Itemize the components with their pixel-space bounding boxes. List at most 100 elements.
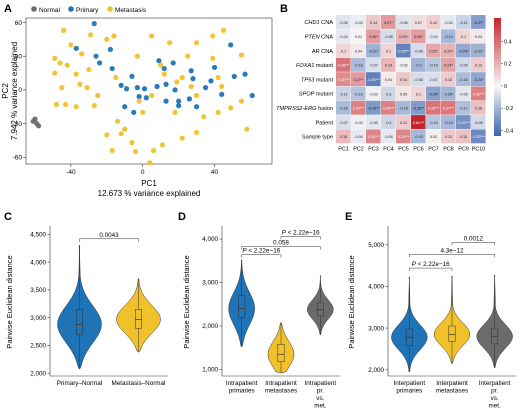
x-category-label: Intrapatient	[265, 380, 297, 387]
heatmap-row-label: Sample type	[302, 135, 333, 141]
scatter-y-tick-label: 60	[15, 20, 23, 27]
heatmap-cell-value: -0.20*	[444, 92, 454, 96]
heatmap-cell	[381, 72, 396, 87]
heatmap-cell-value: -0.17	[459, 107, 467, 111]
comparison-p-value: P < 2.22e−16	[412, 261, 450, 268]
heatmap-row-label: PTEN CNA	[305, 34, 334, 40]
heatmap-cell	[456, 100, 471, 115]
heatmap-cell	[441, 86, 456, 101]
scatter-point-metastasis	[238, 98, 245, 104]
heatmap-cell	[471, 115, 486, 129]
heatmap-cell-value: -0.28**	[413, 107, 425, 111]
scatter-point-metastasis	[134, 53, 140, 59]
scatter-point-normal	[35, 123, 42, 129]
heatmap-cell	[396, 15, 411, 29]
heatmap-row-label: TP53 mutant	[301, 77, 333, 83]
violin-shape	[267, 322, 295, 374]
heatmap-cell	[411, 43, 426, 58]
scatter-point-primary	[190, 76, 196, 82]
panel-letter-b: B	[280, 3, 288, 15]
x-category-label: met.	[314, 403, 326, 410]
heatmap-cell	[441, 129, 456, 144]
scatter-point-metastasis	[64, 62, 70, 68]
heatmap-cell	[471, 57, 486, 72]
heatmap-cell	[336, 100, 351, 115]
heatmap-cell-value: -0.19	[399, 107, 407, 111]
heatmap-cell	[381, 43, 396, 58]
violin-box	[448, 325, 456, 342]
violin-shape	[228, 259, 255, 348]
heatmap-cell	[396, 100, 411, 115]
heatmap-column-label: PC10	[472, 147, 486, 153]
comparison-p-value: 0.0043	[99, 232, 119, 239]
heatmap-cell	[366, 86, 381, 101]
heatmap-cell	[336, 57, 351, 72]
scatter-point-metastasis	[111, 33, 117, 39]
scatter-point-primary	[193, 104, 200, 110]
scatter-point-metastasis	[114, 118, 121, 124]
heatmap-column-label: PC4	[383, 147, 394, 153]
heatmap-row-label: TMPRSS2-ERG fusion	[276, 106, 333, 112]
heatmap-cell-value: -0.07	[339, 121, 347, 125]
scatter-point-primary	[161, 65, 167, 72]
scatter-point-primary	[228, 42, 234, 48]
scatter-point-metastasis	[113, 74, 119, 81]
violin-plot-c: 2,000 2,500 3,000 3,500 4,000 4,500 Primary–No…	[30, 226, 168, 387]
heatmap-cell	[336, 86, 351, 101]
y-tick-label: 3,000	[30, 315, 46, 322]
heatmap-cell-value: 0.01	[355, 35, 362, 39]
scatter-point-primary	[219, 91, 225, 97]
scatter-point-primary	[188, 68, 194, 74]
heatmap-cell	[366, 129, 381, 144]
heatmap-cell-value: 0.27*	[384, 21, 393, 25]
heatmap-cell	[396, 72, 411, 87]
violin-box	[238, 295, 246, 318]
heatmap-cell-value: 0.13	[475, 64, 482, 68]
heatmap-cell	[351, 72, 366, 87]
heatmap-cell-value: 0.16	[475, 107, 482, 111]
scatter-y-tick-label: 0	[18, 87, 22, 94]
heatmap-cell-value: -0.07	[369, 64, 377, 68]
scatter-point-metastasis	[104, 132, 110, 138]
heatmap-cell-value: -0.04	[444, 21, 452, 25]
heatmap-cell	[351, 86, 366, 101]
x-category-label: primaries	[396, 388, 422, 395]
scatter-point-metastasis	[79, 51, 85, 57]
heatmap-cell	[351, 100, 366, 115]
heatmap-cell-value: -0.11	[339, 92, 347, 96]
heatmap-cells: -0.06 -0.03 0.14 0.27* -0.06 0.07 0.12 -0.04 -0.…	[336, 15, 486, 144]
violin-plot-d: 1,0002,0003,0004,000Intrapatientprimarie…	[202, 226, 340, 410]
heatmap-cell	[441, 72, 456, 87]
heatmap-cell-value: -0.03	[354, 21, 362, 25]
scatter-point-metastasis	[132, 149, 139, 155]
scatter-point-primary	[107, 46, 113, 53]
heatmap-cell	[411, 57, 426, 72]
heatmap-cell-value: -0.35***	[397, 49, 410, 53]
violin-shape	[116, 278, 161, 353]
heatmap-column-label: PC1	[338, 147, 349, 153]
heatmap-cell	[366, 29, 381, 44]
heatmap-row-label: SPOP mutant	[299, 92, 334, 98]
heatmap-cell-value: -0.2	[415, 64, 421, 68]
scatter-point-metastasis	[238, 52, 245, 58]
heatmap-cell-value: 0.35***	[473, 92, 485, 96]
heatmap-cell	[381, 129, 396, 144]
heatmap-cell	[396, 129, 411, 144]
heatmap-cell	[456, 72, 471, 87]
x-category-label: Intrapatient	[305, 380, 337, 387]
y-tick-label: 1,000	[202, 367, 218, 374]
scatter-point-metastasis	[174, 79, 180, 85]
heatmap-cell	[471, 43, 486, 58]
scatter-point-metastasis	[201, 114, 207, 120]
scatter-point-metastasis	[104, 36, 110, 42]
heatmap-cell-value: -0.19	[444, 35, 452, 39]
heatmap-column-label: PC6	[413, 147, 424, 153]
scatter-point-metastasis	[158, 62, 164, 68]
y-tick-label: 5,000	[368, 242, 384, 249]
scatter-y-tick-label: -60	[13, 155, 23, 162]
scatter-x-tick-label: 40	[211, 169, 219, 176]
heatmap-cell-value: 0.24*	[444, 64, 453, 68]
heatmap-cell-value: 0.34***	[353, 107, 365, 111]
x-category-label: metastases	[436, 388, 468, 395]
heatmap-cell-value: 0.07	[415, 21, 422, 25]
